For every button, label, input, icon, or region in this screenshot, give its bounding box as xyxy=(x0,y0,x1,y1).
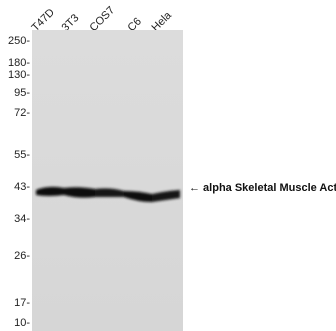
mw-marker-26: 26- xyxy=(14,250,30,262)
mw-marker-17: 17- xyxy=(14,297,30,309)
mw-marker-55: 55- xyxy=(14,149,30,161)
mw-marker-180: 180- xyxy=(7,57,30,69)
band-lane-1 xyxy=(36,186,64,196)
mw-marker-95: 95- xyxy=(14,87,30,99)
band-annotation-label: ← alpha Skeletal Muscle Actin xyxy=(189,182,336,194)
mw-marker-43: 43- xyxy=(14,181,30,193)
band-lane-5 xyxy=(152,190,180,202)
mw-marker-130: 130- xyxy=(7,69,30,81)
mw-marker-250: 250- xyxy=(7,35,30,47)
mw-marker-34: 34- xyxy=(14,213,30,225)
blot-membrane xyxy=(32,30,183,331)
mw-marker-10: 10- xyxy=(14,317,30,329)
band-lane-2 xyxy=(64,187,95,198)
mw-marker-72: 72- xyxy=(14,107,30,119)
band-row xyxy=(36,186,180,202)
band-lane-4 xyxy=(124,191,152,202)
band-lane-3 xyxy=(95,188,124,197)
